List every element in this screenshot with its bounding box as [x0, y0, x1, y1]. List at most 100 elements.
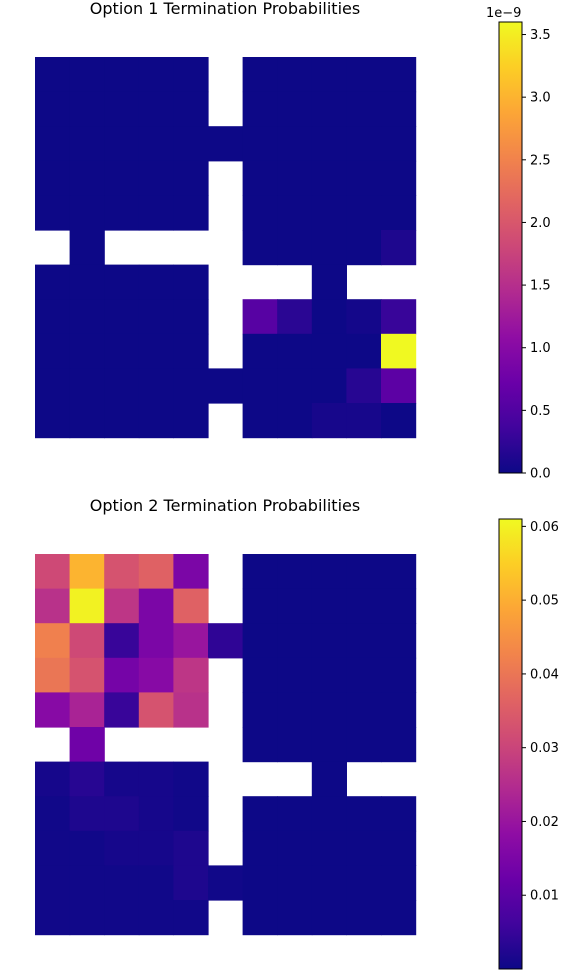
- heatmap-cell: [381, 160, 417, 196]
- heatmap-cell: [173, 796, 209, 832]
- heatmap-cell: [381, 333, 417, 369]
- heatmap-cell: [138, 160, 174, 196]
- colorbar-tick-label: 2.0: [530, 216, 551, 231]
- heatmap-cell: [35, 588, 71, 624]
- heatmap-cell: [242, 900, 278, 936]
- heatmap-cell: [381, 299, 417, 335]
- heatmap-cell: [69, 264, 105, 300]
- heatmap-cell: [35, 264, 71, 300]
- heatmap-cell: [35, 830, 71, 866]
- heatmap-cell: [346, 657, 382, 693]
- heatmap-cell: [138, 796, 174, 832]
- heatmap-cell: [311, 57, 347, 93]
- heatmap-cell: [346, 588, 382, 624]
- heatmap-cell: [381, 403, 417, 439]
- heatmap-cell: [346, 403, 382, 439]
- colorbar: [498, 21, 523, 474]
- heatmap-cell: [311, 264, 347, 300]
- heatmap-cell: [208, 368, 244, 404]
- colorbar-offset-label: 1e−9: [486, 6, 521, 21]
- heatmap-cell: [69, 554, 105, 590]
- heatmap-cell: [104, 796, 140, 832]
- heatmap-cell: [381, 623, 417, 659]
- heatmap-cell: [35, 91, 71, 127]
- heatmap-cell: [69, 195, 105, 231]
- heatmap-cell: [35, 692, 71, 728]
- heatmap-cell: [104, 657, 140, 693]
- heatmap-cell: [311, 657, 347, 693]
- heatmap-cell: [104, 57, 140, 93]
- heatmap-cell: [69, 403, 105, 439]
- heatmap-cell: [104, 264, 140, 300]
- heatmap-cell: [104, 126, 140, 162]
- heatmap-cell: [277, 865, 313, 901]
- heatmap-cell: [138, 761, 174, 797]
- heatmap-cell: [346, 126, 382, 162]
- heatmap-cell: [69, 368, 105, 404]
- heatmap-cell: [346, 57, 382, 93]
- heatmap-cell: [311, 91, 347, 127]
- heatmap-cell: [311, 299, 347, 335]
- heatmap-cell: [208, 126, 244, 162]
- heatmap-cell: [138, 403, 174, 439]
- heatmap-cell: [35, 657, 71, 693]
- heatmap-cell: [173, 195, 209, 231]
- heatmap-cell: [242, 126, 278, 162]
- heatmap-cell: [242, 57, 278, 93]
- option-1-panel: Option 1 Termination Probabilities 0.0 0.5…: [35, 0, 551, 482]
- heatmap-cell: [346, 865, 382, 901]
- heatmap-cell: [69, 126, 105, 162]
- heatmap-cell: [35, 554, 71, 590]
- heatmap-cell: [138, 588, 174, 624]
- heatmap-cell: [35, 761, 71, 797]
- heatmap-cell: [138, 554, 174, 590]
- heatmap-cell: [242, 91, 278, 127]
- heatmap-cell: [35, 900, 71, 936]
- heatmap-cell: [242, 727, 278, 763]
- heatmap-cell: [138, 865, 174, 901]
- heatmap-cell: [381, 554, 417, 590]
- heatmap-cell: [277, 368, 313, 404]
- heatmap-cell: [173, 554, 209, 590]
- heatmap-cell: [173, 91, 209, 127]
- heatmap-cell: [277, 160, 313, 196]
- colorbar-tick-label: 0.04: [530, 667, 559, 682]
- heatmap-cell: [242, 299, 278, 335]
- heatmap-cell: [277, 403, 313, 439]
- heatmap-cell: [173, 57, 209, 93]
- heatmap-cell: [138, 830, 174, 866]
- heatmap-cell: [242, 588, 278, 624]
- heatmap-cell: [138, 333, 174, 369]
- heatmap-cell: [35, 865, 71, 901]
- heatmap-cell: [69, 623, 105, 659]
- colorbar-tick-label: 0.02: [530, 815, 559, 830]
- heatmap-cell: [311, 368, 347, 404]
- heatmap-cell: [311, 727, 347, 763]
- heatmap-cell: [381, 588, 417, 624]
- heatmap-cell: [381, 865, 417, 901]
- heatmap-cell: [173, 160, 209, 196]
- heatmap-cell: [381, 230, 417, 266]
- heatmap-cell: [35, 368, 71, 404]
- heatmap-cell: [242, 657, 278, 693]
- heatmap-cell: [381, 91, 417, 127]
- heatmap-cell: [381, 195, 417, 231]
- heatmap-cell: [173, 692, 209, 728]
- colorbar-tick-label: 1.0: [530, 341, 551, 356]
- heatmap-cell: [173, 588, 209, 624]
- heatmap-cell: [242, 692, 278, 728]
- heatmap-cell: [277, 657, 313, 693]
- heatmap-cell: [277, 623, 313, 659]
- heatmap-cell: [381, 830, 417, 866]
- heatmap-cell: [242, 403, 278, 439]
- heatmap-cell: [104, 761, 140, 797]
- heatmap-cell: [138, 657, 174, 693]
- heatmap-cell: [381, 657, 417, 693]
- heatmap-cell: [173, 403, 209, 439]
- heatmap-cell: [173, 900, 209, 936]
- heatmap-cell: [104, 403, 140, 439]
- heatmap-cell: [311, 796, 347, 832]
- heatmap-cell: [69, 333, 105, 369]
- heatmap-cell: [311, 692, 347, 728]
